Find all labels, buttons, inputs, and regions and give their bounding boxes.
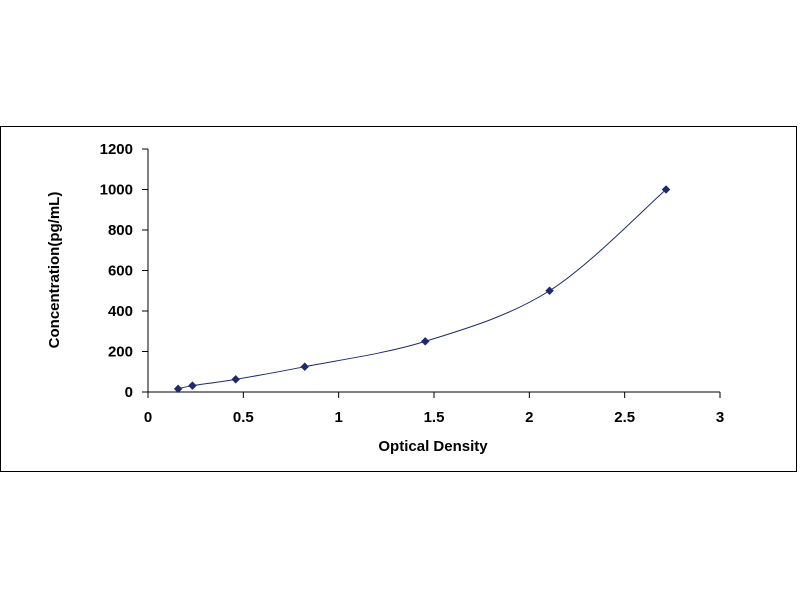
data-point-marker xyxy=(545,286,554,296)
data-point-marker xyxy=(661,185,671,194)
y-tick-label: 600 xyxy=(108,263,133,280)
x-tick-label: 2 xyxy=(525,409,533,426)
chart-frame: 0 200 400 600 800 1000 1200 0 0.5 1 1.5 2 2.5 3 Opti… xyxy=(0,126,797,472)
axes xyxy=(147,149,720,393)
trend-line xyxy=(178,189,667,390)
chart-svg: 0 200 400 600 800 1000 1200 0 0.5 1 1.5 2 2.5 3 Opti… xyxy=(46,141,724,455)
y-tick-label: 200 xyxy=(108,344,133,361)
y-tick-label: 0 xyxy=(125,384,133,401)
y-tick-label: 400 xyxy=(108,303,133,320)
x-tick-label: 0 xyxy=(144,409,152,426)
data-point-marker xyxy=(231,374,241,384)
x-ticks: 0 0.5 1 1.5 2 2.5 3 xyxy=(144,392,724,426)
y-ticks: 0 200 400 600 800 1000 1200 xyxy=(100,141,148,401)
y-axis-title: Concentration(pg/mL) xyxy=(46,192,63,349)
data-point-marker xyxy=(420,337,430,346)
x-tick-label: 1.5 xyxy=(424,409,445,426)
x-tick-label: 1 xyxy=(334,409,342,426)
x-tick-label: 2.5 xyxy=(614,409,635,426)
y-tick-label: 800 xyxy=(108,222,133,239)
x-axis-title: Optical Density xyxy=(378,438,488,455)
x-tick-label: 3 xyxy=(716,409,724,426)
x-tick-label: 0.5 xyxy=(233,409,254,426)
data-point-marker xyxy=(173,384,183,394)
y-tick-label: 1200 xyxy=(100,141,133,158)
data-point-marker xyxy=(300,362,310,372)
y-tick-label: 1000 xyxy=(100,182,133,199)
data-point-marker xyxy=(188,381,197,391)
data-markers xyxy=(173,185,671,394)
